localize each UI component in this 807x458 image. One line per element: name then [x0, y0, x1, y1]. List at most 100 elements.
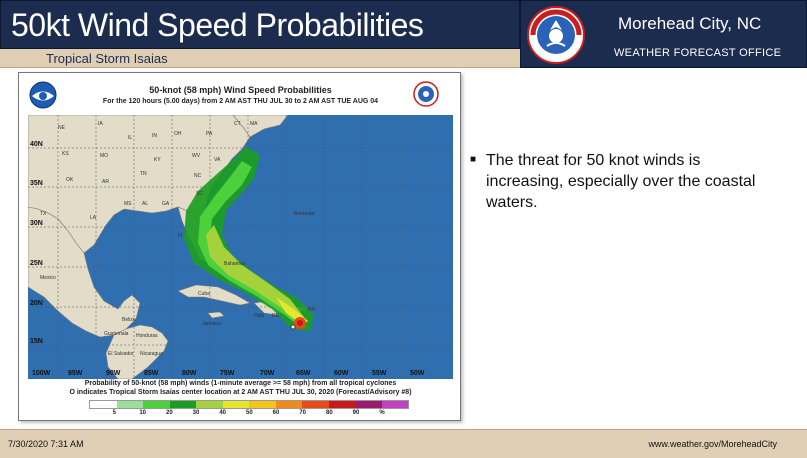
lat-label: 40N	[30, 141, 43, 148]
place-label: PA	[206, 131, 213, 137]
place-label: IN	[152, 133, 157, 139]
place-label: Haiti	[254, 313, 264, 319]
office-bar: Morehead City, NC WEATHER FORECAST OFFIC…	[520, 0, 807, 68]
place-label: KS	[62, 151, 69, 157]
office-city: Morehead City, NC	[618, 14, 762, 33]
scale-swatch	[116, 401, 143, 408]
storm-center-marker	[290, 324, 296, 330]
lon-label: 60W	[334, 370, 349, 377]
place-label: TN	[140, 171, 147, 177]
probability-swath-outer	[184, 147, 314, 331]
map-caption-center: O indicates Tropical Storm Isaias center…	[69, 389, 412, 396]
place-label: LA	[90, 215, 97, 221]
lat-label: 25N	[30, 260, 43, 267]
forecast-map: 40N 35N 30N 25N 20N 15N 100W 95W 90W 85W…	[28, 115, 453, 379]
place-label: Jamaica	[202, 321, 221, 327]
place-label: KY	[154, 157, 161, 163]
place-label: El Salvador	[108, 351, 134, 357]
place-label: Mexico	[40, 275, 56, 281]
storm-center-core	[297, 320, 303, 326]
place-label: Guatemala	[104, 331, 129, 337]
lat-label: 35N	[30, 180, 43, 187]
place-label: FL	[178, 233, 184, 239]
place-label: GA	[162, 201, 170, 207]
scale-label: 90	[352, 410, 360, 416]
mexico-landmass	[28, 206, 141, 338]
lon-label: 85W	[144, 370, 159, 377]
scale-label: 80	[326, 410, 333, 416]
probability-swath-middle	[198, 161, 306, 325]
place-label: Nicaragua	[140, 351, 163, 357]
place-label: TX	[40, 211, 47, 217]
place-label: AL	[142, 201, 148, 207]
lat-label: 15N	[30, 338, 43, 345]
scale-label: 30	[192, 410, 200, 416]
place-label: Bahamas	[224, 261, 246, 267]
scale-swatch	[196, 401, 223, 408]
nws-small-logo-icon	[413, 81, 439, 107]
cuba-landmass	[177, 284, 251, 306]
slide-subtitle: Tropical Storm Isaias	[46, 51, 168, 66]
place-label: SC	[196, 191, 203, 197]
lon-label: 95W	[68, 370, 83, 377]
scale-swatch	[143, 401, 170, 408]
lon-label: 75W	[220, 370, 235, 377]
place-label: Cuba	[198, 291, 210, 297]
probability-map-card: 50-knot (58 mph) Wind Speed Probabilitie…	[18, 72, 461, 421]
lon-label: 65W	[296, 370, 311, 377]
footer-date: 7/30/2020 7:31 AM	[8, 439, 84, 449]
place-label: IL	[128, 135, 132, 141]
place-label: Honduras	[136, 333, 158, 339]
place-label: MO	[100, 153, 108, 159]
lon-label: 90W	[106, 370, 121, 377]
scale-label: 40	[219, 410, 227, 416]
scale-label: %	[379, 410, 385, 416]
lat-label: 20N	[30, 300, 43, 307]
place-label: OH	[174, 131, 182, 137]
scale-swatch	[222, 401, 249, 408]
map-subheading: For the 120 hours (5.00 days) from 2 AM …	[102, 98, 379, 105]
scale-swatch	[249, 401, 276, 408]
place-label: MA	[250, 121, 258, 127]
place-label: DR	[272, 313, 280, 319]
central-america-landmass	[105, 324, 169, 379]
lon-label: 55W	[372, 370, 387, 377]
place-label: VA	[214, 157, 221, 163]
scale-swatch	[275, 401, 302, 408]
scale-label: 60	[272, 410, 280, 416]
probability-scale-labels: 5 10 20 30 40 50 60 70 80 90%	[89, 410, 429, 420]
place-label: NC	[194, 173, 202, 179]
scale-label: 50	[246, 410, 253, 416]
scale-swatch	[90, 401, 117, 408]
footer-url[interactable]: www.weather.gov/MoreheadCity	[648, 439, 777, 449]
nws-logo-icon	[527, 6, 585, 64]
noaa-logo-icon	[29, 81, 57, 109]
subtitle-bar: Tropical Storm Isaias	[0, 49, 520, 68]
place-label: AR	[102, 179, 109, 185]
place-label: OK	[66, 177, 74, 183]
place-label: MS	[124, 201, 132, 207]
place-label: CT	[234, 121, 241, 127]
lon-label: 80W	[182, 370, 197, 377]
place-label: Bermuda	[294, 211, 315, 217]
bullet-square-icon: ■	[470, 154, 477, 165]
bullet-text: The threat for 50 knot winds is increasi…	[486, 152, 756, 211]
place-label: IA	[98, 121, 103, 127]
jamaica-landmass	[207, 311, 225, 319]
scale-swatch	[355, 401, 382, 408]
slide-header: 50kt Wind Speed Probabilities Tropical S…	[0, 0, 807, 68]
slide-footer: 7/30/2020 7:31 AM www.weather.gov/Morehe…	[0, 429, 807, 458]
bullet-point: ■ The threat for 50 knot winds is increa…	[470, 150, 790, 213]
lon-label: 70W	[260, 370, 275, 377]
scale-swatch	[381, 401, 408, 408]
scale-label: 10	[139, 410, 147, 416]
place-label: Belize	[122, 317, 136, 323]
scale-label: 70	[299, 410, 307, 416]
office-label: WEATHER FORECAST OFFICE	[614, 47, 782, 59]
place-label: PR	[308, 307, 315, 313]
lon-label: 100W	[32, 370, 51, 377]
lon-label: 50W	[410, 370, 425, 377]
scale-label: 5	[112, 410, 116, 416]
slide-title: 50kt Wind Speed Probabilities	[11, 7, 424, 43]
probability-color-scale	[89, 400, 409, 409]
